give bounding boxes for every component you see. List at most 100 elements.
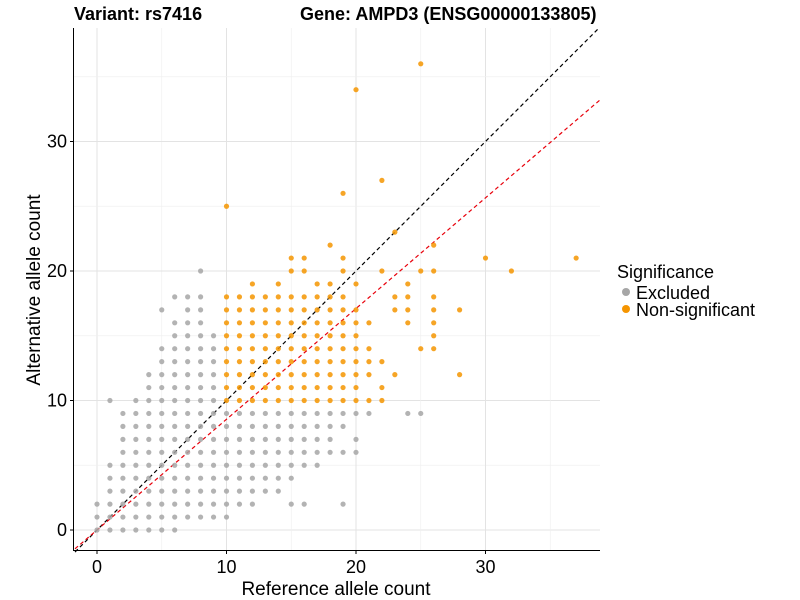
point-excluded: [172, 346, 178, 352]
point-non-significant: [249, 372, 255, 378]
legend: Significance Excluded Non-significant: [617, 262, 755, 320]
point-excluded: [107, 462, 113, 468]
point-excluded: [172, 423, 178, 429]
point-non-significant: [262, 397, 268, 404]
point-excluded: [133, 501, 139, 507]
point-non-significant: [223, 320, 230, 326]
point-non-significant: [275, 346, 281, 352]
point-excluded: [159, 346, 165, 352]
point-excluded: [94, 527, 100, 533]
point-excluded: [120, 436, 126, 442]
point-excluded: [172, 449, 178, 455]
point-excluded: [262, 449, 268, 455]
point-non-significant: [340, 384, 346, 391]
point-non-significant: [275, 397, 281, 404]
point-excluded: [223, 449, 230, 455]
point-non-significant: [353, 397, 359, 404]
point-non-significant: [327, 294, 333, 300]
point-non-significant: [249, 397, 255, 404]
point-excluded: [146, 410, 152, 417]
point-non-significant: [262, 359, 268, 365]
point-excluded: [288, 501, 294, 507]
point-excluded: [172, 359, 178, 365]
point-non-significant: [223, 307, 230, 313]
point-excluded: [210, 501, 217, 507]
point-excluded: [133, 397, 139, 404]
point-non-significant: [353, 359, 359, 365]
point-excluded: [172, 527, 178, 533]
point-non-significant: [301, 372, 307, 378]
point-non-significant: [288, 346, 294, 352]
point-excluded: [185, 514, 191, 520]
point-non-significant: [353, 307, 359, 313]
point-excluded: [327, 423, 333, 429]
point-excluded: [120, 410, 126, 417]
y-tick-label: 30: [47, 132, 67, 152]
legend-swatch-non-significant: [622, 305, 630, 313]
ticks: 0 10 20 30 0 10 20 30: [47, 132, 496, 578]
point-non-significant: [573, 255, 579, 261]
data-points: [94, 61, 579, 533]
point-excluded: [159, 501, 165, 507]
point-non-significant: [314, 359, 320, 365]
point-excluded: [223, 514, 230, 520]
point-excluded: [159, 423, 165, 429]
point-excluded: [133, 462, 139, 468]
point-non-significant: [262, 307, 268, 313]
point-excluded: [314, 449, 320, 455]
point-non-significant: [262, 372, 268, 378]
point-excluded: [210, 488, 217, 494]
point-excluded: [198, 488, 204, 494]
title-variant: Variant: rs7416: [74, 4, 202, 24]
point-non-significant: [236, 359, 243, 365]
point-excluded: [198, 410, 204, 417]
point-non-significant: [314, 320, 320, 326]
point-non-significant: [262, 333, 268, 339]
point-non-significant: [262, 294, 268, 300]
point-excluded: [236, 410, 243, 417]
point-excluded: [353, 449, 359, 455]
point-non-significant: [236, 384, 243, 391]
y-tick-label: 0: [57, 520, 67, 540]
point-excluded: [288, 410, 294, 417]
point-non-significant: [236, 372, 243, 378]
point-non-significant: [353, 346, 359, 352]
axes: [73, 28, 600, 551]
point-excluded: [314, 423, 320, 429]
point-excluded: [236, 436, 243, 442]
point-non-significant: [327, 333, 333, 339]
point-excluded: [146, 501, 152, 507]
point-non-significant: [431, 242, 437, 248]
point-non-significant: [379, 177, 385, 183]
point-non-significant: [327, 359, 333, 365]
point-non-significant: [431, 346, 437, 352]
point-excluded: [275, 436, 281, 442]
point-excluded: [210, 372, 217, 378]
point-excluded: [172, 294, 178, 300]
point-excluded: [288, 462, 294, 468]
point-non-significant: [275, 307, 281, 313]
point-excluded: [340, 423, 346, 429]
point-non-significant: [275, 333, 281, 339]
point-non-significant: [405, 294, 411, 300]
point-non-significant: [353, 372, 359, 378]
point-non-significant: [301, 268, 307, 274]
point-excluded: [172, 488, 178, 494]
point-non-significant: [327, 320, 333, 326]
point-excluded: [94, 501, 100, 507]
point-non-significant: [275, 372, 281, 378]
point-non-significant: [340, 397, 346, 404]
point-excluded: [262, 488, 268, 494]
point-non-significant: [314, 397, 320, 404]
point-non-significant: [405, 281, 411, 287]
point-non-significant: [340, 255, 346, 261]
point-excluded: [198, 423, 204, 429]
point-non-significant: [431, 320, 437, 326]
reference-lines: [74, 27, 600, 553]
point-excluded: [107, 475, 113, 481]
point-excluded: [159, 527, 165, 533]
point-excluded: [133, 436, 139, 442]
point-excluded: [185, 423, 191, 429]
point-excluded: [185, 307, 191, 313]
point-excluded: [262, 423, 268, 429]
